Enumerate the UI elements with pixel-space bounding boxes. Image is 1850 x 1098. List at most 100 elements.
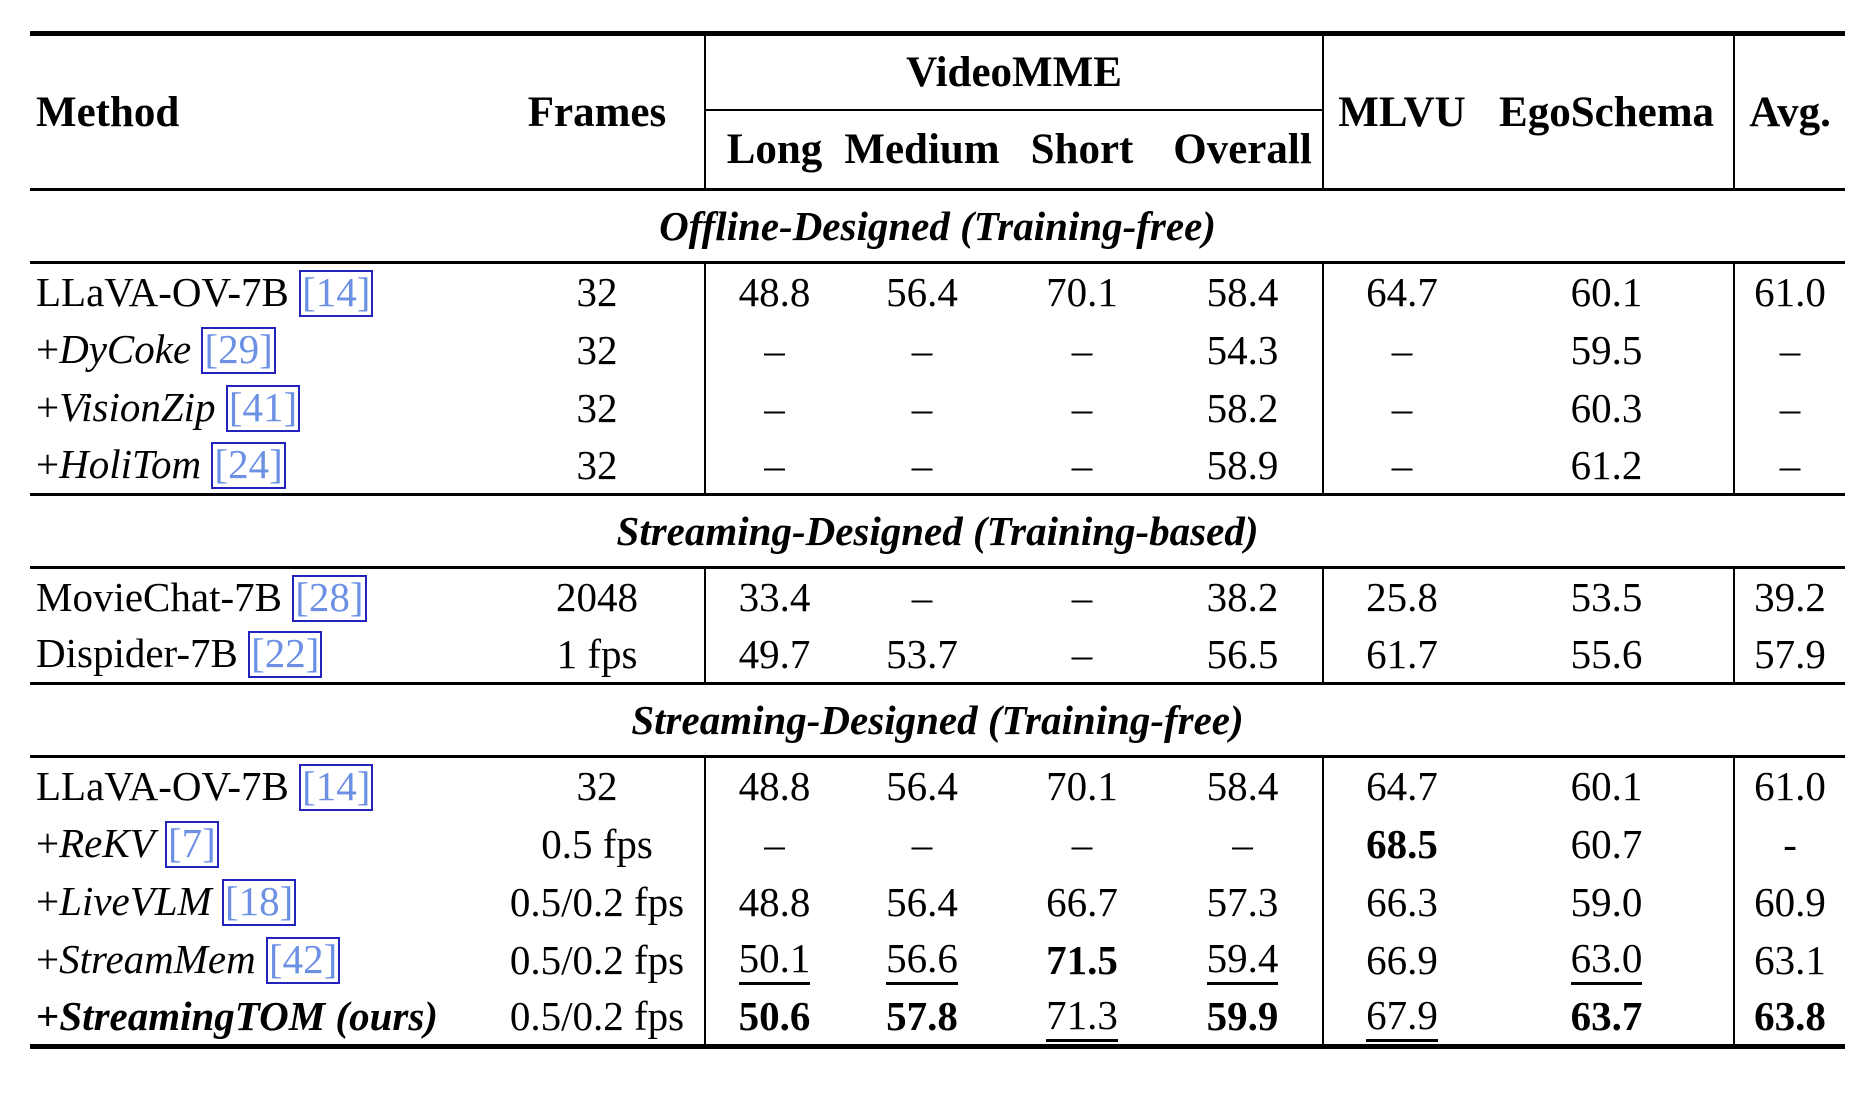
value-cell: 61.7 — [1322, 625, 1481, 684]
value-cell: 63.8 — [1733, 988, 1846, 1047]
metric-value: – — [911, 820, 933, 867]
value-cell: 57.8 — [843, 989, 1001, 1047]
metric-value: 59.5 — [1570, 326, 1643, 373]
citation-link[interactable]: [24] — [211, 442, 286, 490]
table-row: +StreamingTOM (ours) 0.5/0.2 fps 50.6 57.8 7… — [30, 988, 1846, 1047]
method-name: LLaVA-OV-7B — [36, 268, 289, 315]
metric-value: 64.7 — [1366, 763, 1438, 810]
value-cell: 61.0 — [1733, 756, 1846, 815]
value-cell: – — [1322, 378, 1481, 437]
metric-value: 60.3 — [1570, 384, 1643, 431]
value-cell: 49.7 — [704, 625, 843, 684]
metric-value: 60.7 — [1570, 820, 1643, 867]
value-cell: 63.7 — [1480, 989, 1734, 1047]
column-header-overall: Overall — [1173, 125, 1312, 173]
method-prefix: + — [36, 820, 60, 866]
metric-value: 60.1 — [1570, 763, 1643, 810]
value-cell: 64.7 — [1322, 262, 1481, 321]
value-cell: 53.7 — [843, 626, 1001, 684]
value-cell: – — [1001, 626, 1163, 684]
table-row: +LiveVLM [18] 0.5/0.2 fps 48.8 56.4 66.7 57.3… — [30, 872, 1846, 931]
value-cell: 48.8 — [704, 262, 843, 321]
metric-value: 61.2 — [1570, 441, 1643, 488]
citation-link[interactable]: [18] — [221, 879, 297, 926]
table-body: Offline-Designed (Training-free) LLaVA-OV… — [30, 188, 1846, 1047]
citation-link[interactable]: [28] — [292, 574, 367, 622]
metric-value: 61.0 — [1754, 269, 1826, 316]
metric-value: 33.4 — [738, 574, 811, 621]
value-cell: 56.4 — [843, 263, 1001, 321]
method-name: Dispider-7B — [36, 630, 238, 677]
value-cell: 67.9 — [1322, 988, 1481, 1047]
citation-link[interactable]: [14] — [299, 763, 374, 811]
frames-cell: 32 — [576, 269, 618, 316]
method-prefix: + — [36, 326, 60, 372]
metric-value: – — [764, 441, 785, 488]
column-group-header-videomme: VideoMME — [703, 33, 1324, 111]
value-cell: 60.1 — [1480, 263, 1734, 321]
value-cell: – — [1322, 436, 1481, 495]
method-cell: +StreamingTOM (ours) — [30, 989, 490, 1047]
value-cell: 59.0 — [1480, 873, 1734, 931]
metric-value: – — [1071, 630, 1093, 677]
column-header-method: Method — [36, 88, 180, 136]
citation-link[interactable]: [29] — [201, 327, 276, 374]
metric-value: 58.2 — [1206, 384, 1279, 431]
value-cell: – — [1733, 378, 1846, 437]
value-cell: 58.4 — [1163, 757, 1323, 815]
metric-value: – — [1071, 326, 1093, 373]
citation-link[interactable]: [22] — [248, 631, 323, 679]
metric-value: 71.5 — [1046, 936, 1118, 983]
value-cell: 66.7 — [1001, 873, 1163, 931]
value-cell: – — [1163, 815, 1323, 873]
method-name: HoliTom — [59, 441, 202, 488]
method-name: ReKV — [59, 820, 155, 866]
value-cell: 63.0 — [1480, 931, 1734, 989]
column-header-short: Short — [1030, 125, 1134, 173]
frames-cell: 0.5/0.2 fps — [509, 878, 685, 925]
metric-value: 48.8 — [738, 269, 811, 316]
value-cell: 61.0 — [1733, 262, 1846, 321]
metric-value: 63.8 — [1754, 993, 1826, 1040]
value-cell: 50.6 — [704, 988, 843, 1047]
citation-link[interactable]: [42] — [265, 937, 341, 984]
value-cell: 60.1 — [1480, 757, 1734, 815]
value-cell: 60.9 — [1733, 872, 1846, 931]
column-header-mlvu: MLVU — [1322, 33, 1481, 190]
citation-link[interactable]: [7] — [165, 821, 219, 868]
value-cell: 68.5 — [1322, 814, 1481, 873]
value-cell: 60.3 — [1480, 379, 1734, 437]
column-header-long: Long — [704, 109, 843, 190]
method-prefix: + — [36, 441, 60, 488]
value-cell: 59.4 — [1163, 931, 1323, 989]
value-cell: – — [843, 321, 1001, 379]
metric-value: 56.4 — [886, 763, 958, 810]
section-title: Offline-Designed (Training-free) — [30, 188, 1846, 264]
value-cell: 58.4 — [1163, 263, 1323, 321]
value-cell: 66.9 — [1322, 930, 1481, 989]
metric-value: – — [1071, 384, 1093, 431]
citation-link[interactable]: [14] — [299, 269, 374, 317]
metric-value: 54.3 — [1206, 326, 1279, 373]
value-cell: – — [704, 814, 843, 873]
frames-cell: 0.5/0.2 fps — [509, 936, 685, 983]
value-cell: – — [704, 378, 843, 437]
value-cell: 50.1 — [704, 930, 843, 989]
metric-value: 53.5 — [1570, 574, 1643, 621]
value-cell: 58.2 — [1163, 379, 1323, 437]
metric-value: 58.9 — [1206, 441, 1279, 488]
value-cell: – — [1322, 320, 1481, 379]
metric-value: 50.1 — [738, 936, 811, 986]
frames-cell: 32 — [576, 326, 618, 373]
header-row-2: Long Medium Short Overall — [30, 109, 1845, 190]
header-row-1: Method Frames VideoMME MLVU EgoSchema Av… — [30, 33, 1846, 190]
citation-link[interactable]: [41] — [225, 385, 301, 432]
metric-value: 59.0 — [1570, 878, 1643, 925]
value-cell: 57.9 — [1733, 625, 1846, 684]
value-cell: – — [843, 379, 1001, 437]
table-row: +StreamMem [42] 0.5/0.2 fps 50.1 56.6 71.5 59… — [30, 930, 1846, 989]
value-cell: 53.5 — [1480, 568, 1734, 626]
metric-value: – — [1071, 574, 1093, 621]
frames-cell: 32 — [576, 441, 618, 488]
frames-cell: 0.5/0.2 fps — [509, 993, 685, 1040]
